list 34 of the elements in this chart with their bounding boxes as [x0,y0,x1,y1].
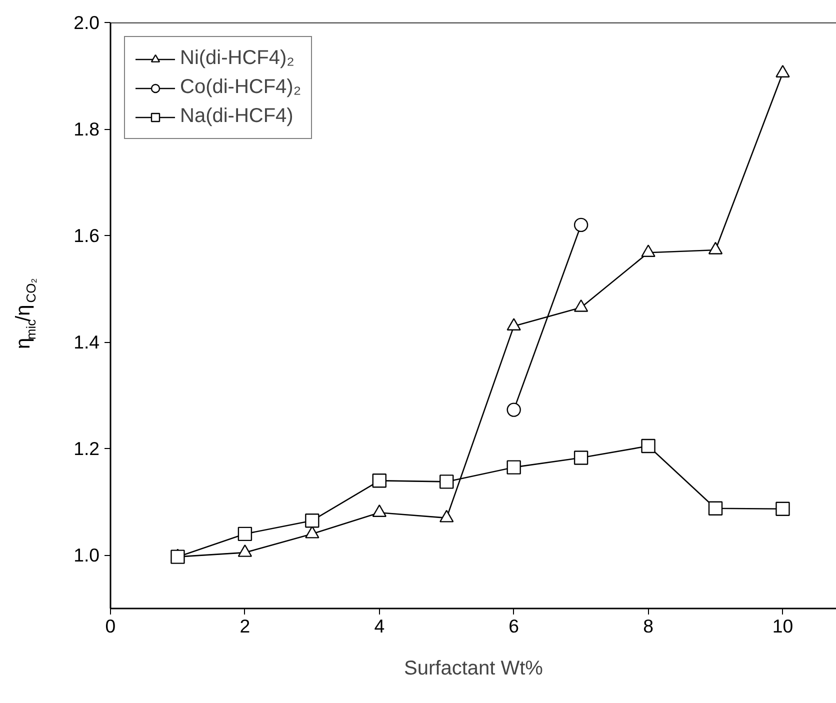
y-tick-label: 1.4 [74,332,100,353]
point [506,402,521,417]
x-tick-label: 0 [105,616,116,636]
point [440,474,454,489]
x-tick-label: 10 [772,616,794,636]
y-tick-label: 1.8 [74,118,100,140]
point [574,218,588,232]
point [776,502,790,516]
y-tick-label: 1.0 [74,544,100,566]
x-tick-label: 6 [508,616,520,636]
point [305,514,320,528]
point [708,242,723,254]
legend-label: Co(di-HCF4)₂ [180,76,302,99]
point [574,450,588,465]
point [574,299,588,312]
y-tick-label: 2.0 [74,12,100,33]
x-tick-label: 2 [240,616,250,636]
point [506,460,521,474]
x-axis-title: Surfactant Wt% [404,658,544,680]
point [238,526,252,542]
point [372,474,386,488]
point [776,65,790,78]
point [170,550,185,564]
y-tick-label: 1.6 [74,225,100,246]
x-tick-label: 8 [643,616,654,636]
legend-label: Na(di-HCF4) [180,105,294,128]
point [708,501,723,516]
point [506,318,521,331]
x-tick-label: 4 [374,616,385,636]
y-axis-title: ηmic/ηCO₂ [12,278,38,349]
y-tick-label: 1.2 [74,438,100,460]
legend-label: Ni(di-HCF4)₂ [180,47,294,70]
point [641,438,656,454]
point [641,244,656,257]
